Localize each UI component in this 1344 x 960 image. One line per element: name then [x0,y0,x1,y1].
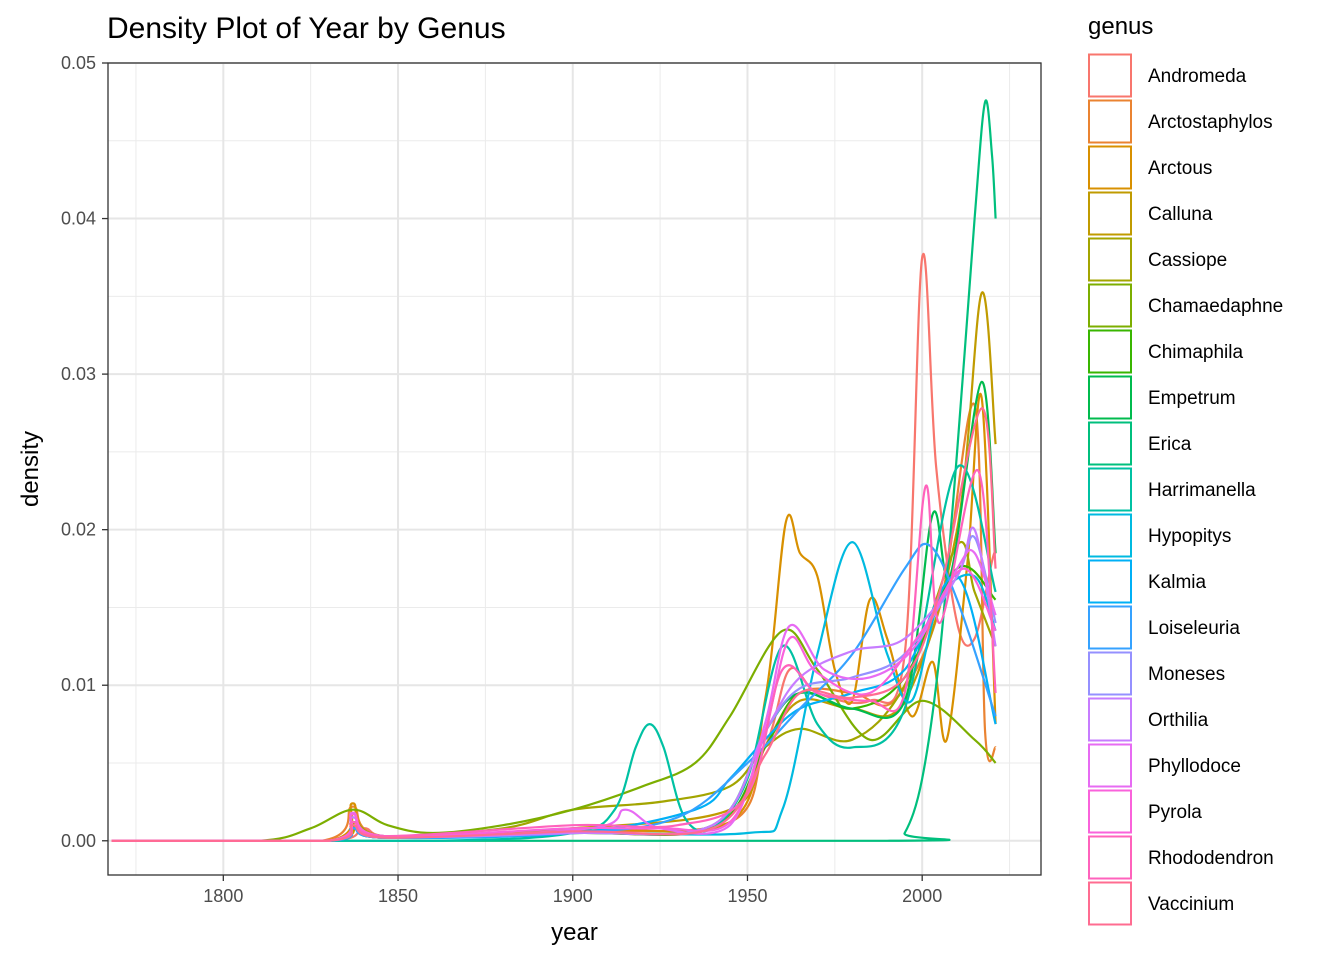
legend-key-loiseleuria [1088,605,1132,650]
legend-label-arctostaphylos: Arctostaphylos [1148,112,1273,133]
legend-label-rhododendron: Rhododendron [1148,848,1274,869]
legend-label-hypopitys: Hypopitys [1148,526,1231,547]
legend-label-kalmia: Kalmia [1148,572,1207,593]
legend-label-harrimanella: Harrimanella [1148,480,1256,501]
legend-key-calluna [1088,191,1132,236]
legend-key-empetrum [1088,375,1132,420]
legend-label-orthilia: Orthilia [1148,710,1209,731]
legend-title: genus [1088,13,1153,40]
legend-label-erica: Erica [1148,434,1192,455]
chart-title: Density Plot of Year by Genus [107,12,506,45]
legend-key-chimaphila [1088,329,1132,374]
series-line-rhododendron [111,469,997,842]
series-line-phyllodoce [111,548,997,842]
legend: genus Andromeda Arctostaphylos Arctous Call… [1088,13,1283,926]
x-tick-label: 1850 [378,886,418,906]
y-tick-label: 0.04 [61,209,96,229]
legend-key-erica [1088,421,1132,466]
legend-label-pyrola: Pyrola [1148,802,1202,823]
legend-key-cassiope [1088,237,1132,282]
series-line-erica [111,99,997,842]
x-tick-label: 1950 [727,886,767,906]
y-tick-label: 0.00 [61,831,96,851]
legend-key-pyrola [1088,789,1132,834]
legend-key-arctostaphylos [1088,99,1132,144]
legend-label-empetrum: Empetrum [1148,388,1236,409]
x-axis-title: year [551,919,598,946]
plot-border [107,62,1042,876]
y-axis: 0.00 0.01 0.02 0.03 0.04 0.05 [61,53,108,851]
legend-key-rhododendron [1088,835,1132,880]
grid-minor [108,63,1041,875]
legend-label-cassiope: Cassiope [1148,250,1227,271]
legend-label-calluna: Calluna [1148,204,1213,225]
legend-label-vaccinium: Vaccinium [1148,894,1234,915]
series-line-chamaedaphne [111,628,997,842]
x-tick-label: 1900 [553,886,593,906]
legend-key-arctous [1088,145,1132,190]
legend-label-andromeda: Andromeda [1148,66,1247,87]
legend-items: Andromeda Arctostaphylos Arctous Calluna Cas… [1088,53,1283,926]
legend-key-moneses [1088,651,1132,696]
y-tick-label: 0.05 [61,53,96,73]
y-tick-label: 0.01 [61,675,96,695]
legend-label-loiseleuria: Loiseleuria [1148,618,1240,639]
x-axis: 1800 1850 1900 1950 2000 [203,875,942,906]
y-tick-label: 0.02 [61,520,96,540]
legend-key-chamaedaphne [1088,283,1132,328]
legend-key-andromeda [1088,53,1132,98]
legend-key-hypopitys [1088,513,1132,558]
plot-panel [108,63,1041,875]
x-tick-label: 1800 [203,886,243,906]
legend-label-chimaphila: Chimaphila [1148,342,1243,363]
x-tick-label: 2000 [902,886,942,906]
legend-key-vaccinium [1088,881,1132,926]
legend-key-kalmia [1088,559,1132,604]
legend-key-orthilia [1088,697,1132,742]
legend-label-chamaedaphne: Chamaedaphne [1148,296,1283,317]
series-line-pyrola [111,567,997,842]
series-lines [111,99,997,842]
legend-key-harrimanella [1088,467,1132,512]
legend-key-phyllodoce [1088,743,1132,788]
y-axis-title: density [17,431,44,507]
legend-label-arctous: Arctous [1148,158,1212,179]
legend-label-moneses: Moneses [1148,664,1225,685]
plot-area [107,62,1042,876]
y-tick-label: 0.03 [61,364,96,384]
series-line-vaccinium [111,407,997,842]
legend-label-phyllodoce: Phyllodoce [1148,756,1241,777]
